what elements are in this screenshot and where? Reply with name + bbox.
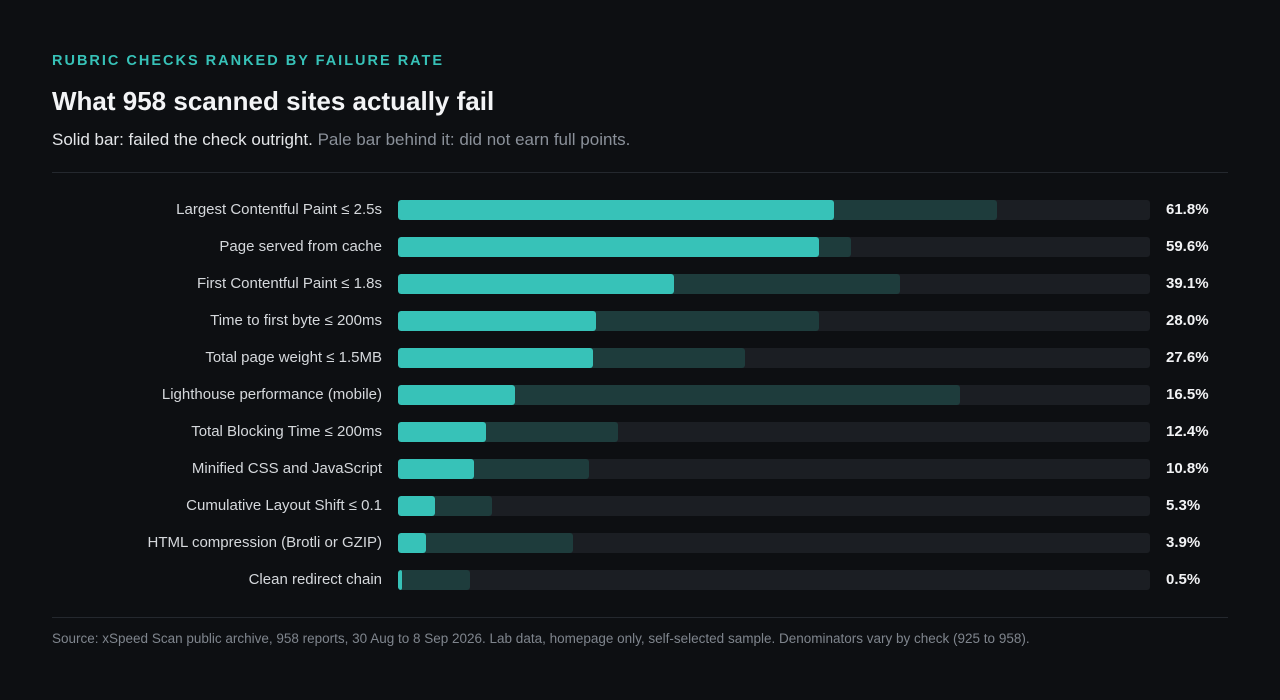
failed-bar: [398, 348, 593, 368]
chart-eyebrow: RUBRIC CHECKS RANKED BY FAILURE RATE: [52, 53, 445, 69]
bar-row: Cumulative Layout Shift ≤ 0.1 5.3%: [0, 495, 1280, 517]
bar-track: [398, 570, 1150, 590]
bar-row: Largest Contentful Paint ≤ 2.5s 61.8%: [0, 199, 1280, 221]
chart-title: What 958 scanned sites actually fail: [52, 86, 495, 116]
chart-subtitle: Solid bar: failed the check outright. Pa…: [52, 130, 630, 150]
bar-row: HTML compression (Brotli or GZIP) 3.9%: [0, 532, 1280, 554]
subtitle-solid-legend: Solid bar: failed the check outright.: [52, 130, 313, 149]
value-label: 61.8%: [1166, 201, 1209, 218]
partial-points-bar: [398, 533, 574, 553]
category-label: First Contentful Paint ≤ 1.8s: [197, 275, 382, 292]
value-label: 12.4%: [1166, 423, 1209, 440]
failed-bar: [398, 496, 436, 516]
failed-bar: [398, 422, 486, 442]
value-label: 5.3%: [1166, 497, 1201, 514]
failed-bar: [398, 570, 402, 590]
category-label: HTML compression (Brotli or GZIP): [147, 534, 383, 551]
failed-bar: [398, 533, 426, 553]
category-label: Time to first byte ≤ 200ms: [210, 312, 382, 329]
category-label: Lighthouse performance (mobile): [161, 386, 382, 403]
value-label: 10.8%: [1166, 460, 1209, 477]
bar-row: Clean redirect chain 0.5%: [0, 569, 1280, 591]
bar-row: Total page weight ≤ 1.5MB 27.6%: [0, 347, 1280, 369]
bar-row: Minified CSS and JavaScript 10.8%: [0, 458, 1280, 480]
value-label: 0.5%: [1166, 571, 1201, 588]
value-label: 16.5%: [1166, 386, 1209, 403]
bar-row: First Contentful Paint ≤ 1.8s 39.1%: [0, 273, 1280, 295]
source-note: Source: xSpeed Scan public archive, 958 …: [52, 631, 1030, 646]
category-label: Cumulative Layout Shift ≤ 0.1: [186, 497, 382, 514]
subtitle-pale-legend: Pale bar behind it: did not earn full po…: [317, 130, 631, 149]
partial-points-bar: [398, 570, 471, 590]
category-label: Total page weight ≤ 1.5MB: [205, 349, 382, 366]
partial-points-bar: [398, 385, 961, 405]
bar-row: Lighthouse performance (mobile) 16.5%: [0, 384, 1280, 406]
bar-track: [398, 422, 1150, 442]
value-label: 28.0%: [1166, 312, 1209, 329]
bar-track: [398, 385, 1150, 405]
category-label: Page served from cache: [219, 238, 382, 255]
bar-track: [398, 459, 1150, 479]
bar-chart: Largest Contentful Paint ≤ 2.5s 61.8% Page…: [0, 190, 1280, 600]
bar-track: [398, 496, 1150, 516]
bar-track: [398, 200, 1150, 220]
category-label: Clean redirect chain: [248, 571, 382, 588]
top-divider: [52, 172, 1228, 173]
category-label: Minified CSS and JavaScript: [191, 460, 382, 477]
bar-row: Total Blocking Time ≤ 200ms 12.4%: [0, 421, 1280, 443]
bar-row: Page served from cache 59.6%: [0, 236, 1280, 258]
bar-track: [398, 348, 1150, 368]
value-label: 27.6%: [1166, 349, 1209, 366]
value-label: 59.6%: [1166, 238, 1209, 255]
failed-bar: [398, 237, 819, 257]
value-label: 39.1%: [1166, 275, 1209, 292]
bottom-divider: [52, 617, 1228, 618]
value-label: 3.9%: [1166, 534, 1201, 551]
category-label: Total Blocking Time ≤ 200ms: [191, 423, 382, 440]
bar-track: [398, 274, 1150, 294]
failed-bar: [398, 311, 596, 331]
failed-bar: [398, 385, 515, 405]
bar-track: [398, 311, 1150, 331]
bar-track: [398, 237, 1150, 257]
bar-track: [398, 533, 1150, 553]
failed-bar: [398, 459, 475, 479]
failed-bar: [398, 200, 835, 220]
failed-bar: [398, 274, 675, 294]
category-label: Largest Contentful Paint ≤ 2.5s: [176, 201, 382, 218]
bar-row: Time to first byte ≤ 200ms 28.0%: [0, 310, 1280, 332]
